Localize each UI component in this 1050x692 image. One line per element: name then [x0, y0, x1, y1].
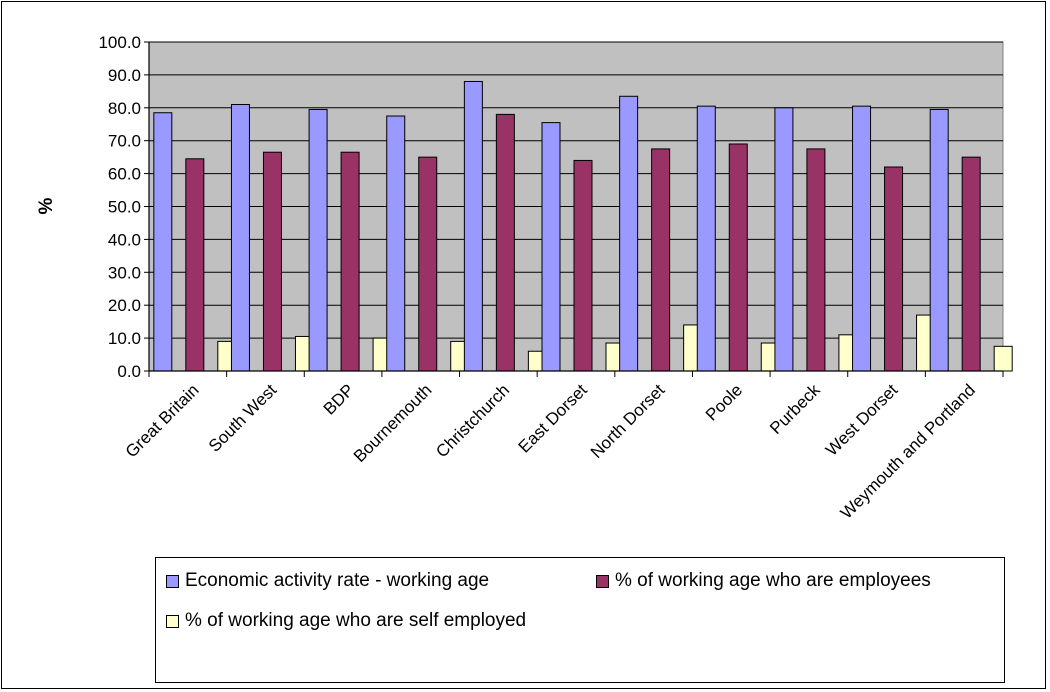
- bar: [463, 80, 483, 372]
- x-tick-label: BDP: [320, 380, 358, 418]
- bar: [619, 95, 639, 372]
- bar: [929, 108, 949, 372]
- x-tick-label: Christchurch: [432, 380, 513, 461]
- x-tick-label: West Dorset: [822, 380, 902, 460]
- legend: Economic activity rate - working age % o…: [155, 557, 1005, 683]
- bar: [386, 115, 406, 372]
- legend-swatch: [166, 614, 179, 628]
- x-tick-label: South West: [205, 380, 281, 456]
- bar: [308, 108, 328, 372]
- bar: [696, 105, 716, 372]
- bar: [774, 107, 794, 372]
- x-tick-label: East Dorset: [515, 380, 591, 456]
- bar: [495, 113, 515, 372]
- legend-swatch: [166, 574, 179, 588]
- legend-item-self-employed: % of working age who are self employed: [166, 610, 526, 632]
- bar: [340, 151, 360, 372]
- x-tick-label: Poole: [702, 380, 746, 424]
- bar: [185, 158, 205, 372]
- bar: [573, 159, 593, 372]
- y-tick-label: 100.0: [98, 33, 141, 52]
- bar: [262, 151, 282, 372]
- legend-swatch: [596, 574, 609, 588]
- x-tick-label: Great Britain: [122, 380, 203, 461]
- legend-label: % of working age who are self employed: [185, 610, 527, 631]
- x-tick-label: Purbeck: [766, 380, 824, 438]
- bar: [806, 148, 826, 372]
- bar: [884, 166, 904, 372]
- legend-label: Economic activity rate - working age: [185, 570, 490, 591]
- y-tick-label: 40.0: [108, 230, 141, 249]
- bar: [651, 148, 671, 372]
- y-tick-label: 50.0: [108, 198, 141, 217]
- x-tick-label: Weymouth and Portland: [837, 380, 979, 522]
- y-tick-label: 90.0: [108, 66, 141, 85]
- bar: [153, 112, 173, 372]
- x-tick-label: Bournemouth: [350, 380, 436, 466]
- y-tick-label: 70.0: [108, 132, 141, 151]
- bar: [993, 345, 1013, 372]
- y-tick-label: 20.0: [108, 296, 141, 315]
- bar: [230, 104, 250, 372]
- y-tick-label: 60.0: [108, 165, 141, 184]
- bar: [961, 156, 981, 372]
- y-tick-label: 0.0: [117, 362, 141, 381]
- bar: [418, 156, 438, 372]
- bar: [852, 105, 872, 372]
- bar: [728, 143, 748, 372]
- x-tick-label: North Dorset: [587, 380, 669, 462]
- legend-label: % of working age who are employees: [615, 570, 931, 591]
- bar: [541, 122, 561, 372]
- y-tick-label: 10.0: [108, 329, 141, 348]
- legend-item-economic-activity: Economic activity rate - working age: [166, 570, 489, 592]
- y-axis-label: %: [36, 197, 57, 214]
- y-tick-label: 30.0: [108, 263, 141, 282]
- y-tick-label: 80.0: [108, 99, 141, 118]
- legend-item-employees: % of working age who are employees: [596, 570, 931, 592]
